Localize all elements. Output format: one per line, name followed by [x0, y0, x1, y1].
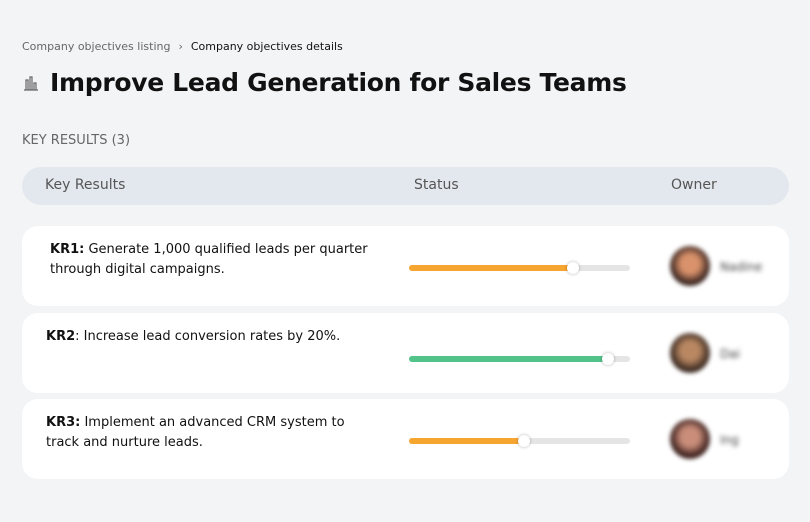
avatar: [670, 246, 710, 286]
key-result-description: KR1: Generate 1,000 qualified leads per …: [50, 240, 370, 280]
key-result-code: KR3:: [46, 415, 81, 430]
avatar: [670, 419, 710, 459]
chevron-right-icon: ›: [178, 40, 183, 53]
key-result-text: Generate 1,000 qualified leads per quart…: [50, 242, 368, 277]
key-result-text: Implement an advanced CRM system to trac…: [46, 415, 345, 450]
breadcrumb-parent-link[interactable]: Company objectives listing: [22, 40, 171, 53]
page-title: Improve Lead Generation for Sales Teams: [50, 68, 627, 97]
building-chart-icon: [24, 75, 38, 91]
progress-fill: [409, 265, 573, 271]
section-label: KEY RESULTS (3): [22, 133, 131, 148]
table-header: Key Results Status Owner: [22, 167, 789, 205]
progress-bar: [409, 262, 630, 274]
page-header: Improve Lead Generation for Sales Teams: [22, 68, 627, 97]
breadcrumb: Company objectives listing › Company obj…: [22, 40, 343, 53]
column-status: Status: [414, 177, 459, 193]
column-owner: Owner: [671, 177, 717, 193]
key-result-row[interactable]: KR3: Implement an advanced CRM system to…: [22, 399, 789, 479]
column-key-results: Key Results: [45, 177, 126, 193]
progress-knob: [601, 353, 614, 365]
key-result-row[interactable]: KR2: Increase lead conversion rates by 2…: [22, 313, 789, 393]
key-result-text: : Increase lead conversion rates by 20%.: [75, 329, 341, 344]
avatar: [670, 333, 710, 373]
progress-bar: [409, 435, 630, 447]
key-result-description: KR2: Increase lead conversion rates by 2…: [46, 327, 366, 347]
progress-bar: [409, 353, 630, 365]
progress-knob: [517, 435, 530, 447]
breadcrumb-current: Company objectives details: [190, 40, 343, 53]
key-result-code: KR1:: [50, 242, 85, 257]
key-result-description: KR3: Implement an advanced CRM system to…: [46, 413, 366, 453]
owner-name: Nadine: [720, 260, 763, 274]
progress-fill: [409, 356, 608, 362]
owner-name: Dai: [720, 347, 740, 361]
owner-name: Ing: [720, 433, 739, 447]
key-result-row[interactable]: KR1: Generate 1,000 qualified leads per …: [22, 226, 789, 306]
progress-fill: [409, 438, 524, 444]
progress-knob: [566, 262, 579, 274]
key-result-code: KR2: [46, 329, 76, 344]
